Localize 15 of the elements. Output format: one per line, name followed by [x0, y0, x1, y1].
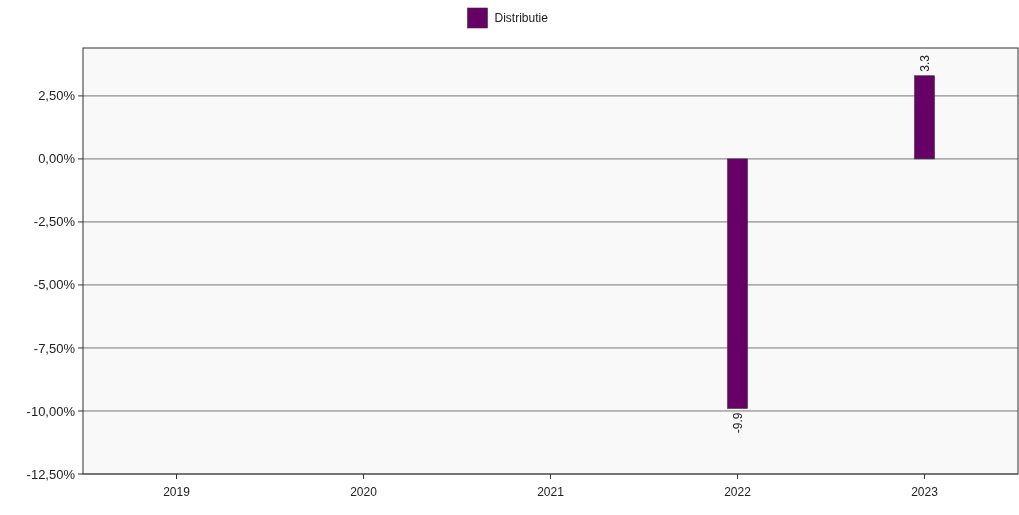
x-tick-label: 2023: [911, 485, 939, 499]
y-tick-label: 0,00%: [38, 151, 76, 167]
x-tick-label: 2021: [537, 485, 565, 499]
x-tick-label: 2019: [163, 485, 191, 499]
y-tick-label: -2,50%: [33, 214, 76, 230]
y-tick-label: 2,50%: [38, 88, 76, 104]
legend-label: Distributie: [494, 11, 549, 26]
x-tick-label: 2022: [724, 485, 752, 499]
y-tick-label: -10,00%: [26, 403, 76, 419]
data-label: -9.9: [730, 412, 745, 434]
x-tick-label: 2020: [350, 485, 378, 499]
y-tick-label: -5,00%: [33, 277, 76, 293]
y-tick-label: -12,50%: [26, 466, 76, 482]
data-label: 3.3: [917, 54, 932, 72]
y-tick-label: -7,50%: [33, 340, 76, 356]
